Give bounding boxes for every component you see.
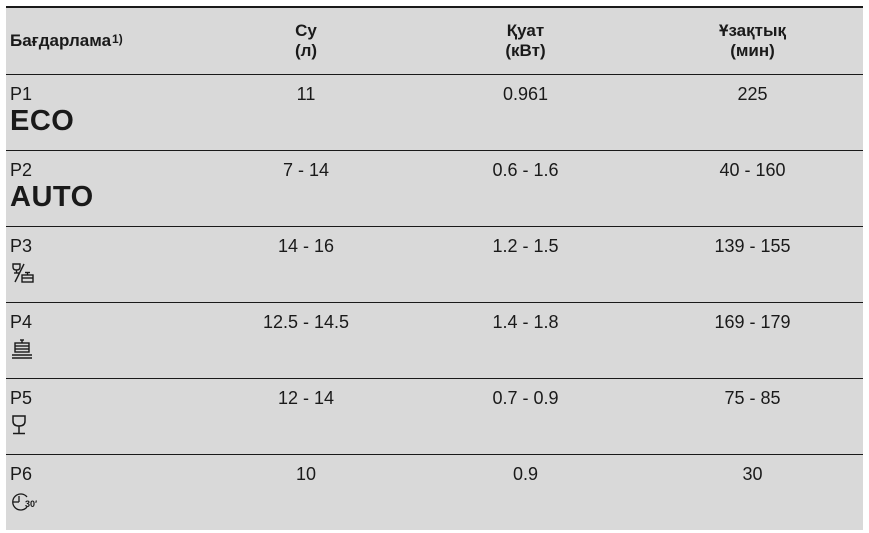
header-energy-unit: (кВт) (505, 41, 546, 60)
timer-30-icon: 30′ (10, 490, 203, 512)
duration-value: 30 (742, 464, 763, 484)
water-value: 14 - 16 (277, 236, 335, 256)
program-number: P4 (10, 312, 33, 332)
header-duration: Ұзақтық (мин) (642, 21, 863, 61)
program-label: AUTO (10, 181, 94, 213)
program-cell: P6 30′ (6, 455, 203, 530)
duration-value: 139 - 155 (714, 236, 791, 256)
program-number: P2 (10, 160, 33, 180)
glass-and-pot-icon (10, 262, 203, 284)
program-number: P3 (10, 236, 33, 256)
table-row: P5 12 - 14 0.7 - 0.9 75 - 85 (6, 379, 863, 455)
duration-value: 40 - 160 (719, 160, 786, 180)
header-water: Су (л) (203, 21, 409, 61)
program-number: P1 (10, 84, 33, 104)
pot-steam-icon (10, 338, 203, 360)
duration-value: 225 (737, 84, 768, 104)
header-duration-label: Ұзақтық (719, 21, 786, 40)
svg-text:30′: 30′ (25, 499, 37, 509)
header-program-label: Бағдарлама (10, 31, 112, 50)
duration-value: 75 - 85 (724, 388, 781, 408)
program-number: P5 (10, 388, 33, 408)
program-cell: P2 AUTO (6, 151, 203, 226)
table-header: Бағдарлама1) Су (л) Қуат (кВт) Ұзақтық (… (6, 8, 863, 75)
header-energy: Қуат (кВт) (409, 21, 642, 61)
program-cell: P1 ECO (6, 75, 203, 150)
header-energy-label: Қуат (506, 21, 545, 40)
water-value: 10 (295, 464, 317, 484)
water-value: 12 - 14 (277, 388, 335, 408)
table-row: P1 ECO 11 0.961 225 (6, 75, 863, 151)
energy-value: 1.4 - 1.8 (492, 312, 559, 332)
duration-value: 169 - 179 (714, 312, 791, 332)
program-table: Бағдарлама1) Су (л) Қуат (кВт) Ұзақтық (… (6, 6, 863, 530)
water-value: 7 - 14 (282, 160, 330, 180)
program-label: ECO (10, 105, 75, 137)
program-cell: P5 (6, 379, 203, 454)
energy-value: 0.961 (502, 84, 549, 104)
program-cell: P3 (6, 227, 203, 302)
energy-value: 0.7 - 0.9 (492, 388, 559, 408)
wine-glass-icon (10, 414, 203, 436)
energy-value: 0.6 - 1.6 (492, 160, 559, 180)
water-value: 11 (296, 84, 316, 104)
program-number: P6 (10, 464, 33, 484)
header-program-footnote: 1) (112, 32, 123, 46)
table-row: P6 30′ 10 0.9 30 (6, 455, 863, 530)
header-water-unit: (л) (294, 41, 318, 60)
header-water-label: Су (295, 21, 317, 40)
table-row: P2 AUTO 7 - 14 0.6 - 1.6 40 - 160 (6, 151, 863, 227)
header-program: Бағдарлама1) (6, 31, 203, 51)
table-row: P4 12.5 - 14.5 1.4 - 1.8 169 - 179 (6, 303, 863, 379)
table-row: P3 14 - 16 1.2 - 1.5 139 - 155 (6, 227, 863, 303)
energy-value: 0.9 (512, 464, 539, 484)
program-cell: P4 (6, 303, 203, 378)
energy-value: 1.2 - 1.5 (492, 236, 559, 256)
water-value: 12.5 - 14.5 (262, 312, 350, 332)
header-duration-unit: (мин) (730, 41, 775, 60)
